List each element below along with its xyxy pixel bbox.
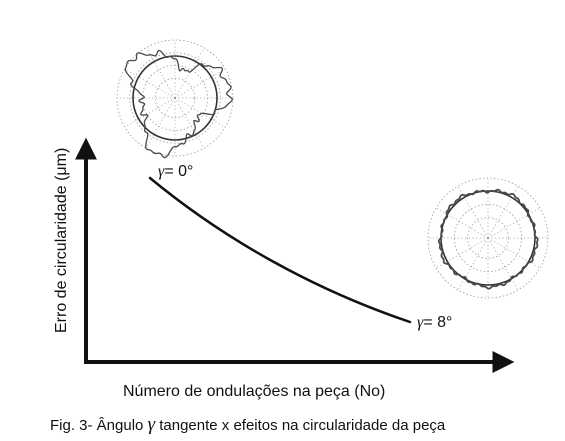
gamma-value: = 8°: [423, 314, 452, 331]
error-curve: [148, 176, 412, 324]
polar-grid-ring: [467, 217, 509, 259]
figure-caption: Fig. 3- Ângulo γ tangente x efeitos na c…: [50, 414, 446, 435]
gamma-symbol: γ: [417, 314, 424, 331]
polar-grid-spoke: [174, 47, 205, 99]
gamma-value: = 0°: [164, 163, 193, 180]
polar-grid-spoke: [174, 97, 226, 128]
caption-suffix: tangente x efeitos na circularidade da p…: [155, 417, 446, 434]
polar-profile-gamma-0: [116, 39, 234, 159]
polar-grid-spoke: [457, 185, 489, 239]
polar-grid-ring: [427, 177, 549, 299]
caption-prefix: Fig. 3- Ângulo: [50, 417, 148, 434]
polar-grid-spoke: [174, 97, 205, 149]
caption-gamma: γ: [148, 414, 156, 435]
polar-grid-spoke: [145, 97, 176, 149]
reference-circle: [132, 55, 218, 141]
curve-end-label: γ= 8°: [417, 314, 452, 331]
polar-grid-ring: [154, 77, 196, 119]
gamma-symbol: γ: [158, 163, 165, 180]
x-axis-label: Número de ondulações na peça (No): [123, 383, 385, 400]
polar-grid-spoke: [457, 237, 489, 291]
y-axis-label: Erro de circularidade (μm): [53, 148, 70, 333]
polar-grid-spoke: [435, 207, 489, 239]
polar-grid-spoke: [174, 68, 226, 99]
polar-grid-spoke: [487, 237, 519, 291]
curve-start-label: γ= 0°: [158, 163, 193, 180]
polar-grid-spoke: [487, 185, 519, 239]
polar-grid-spoke: [124, 97, 176, 128]
measured-profile: [437, 188, 539, 290]
polar-grid-spoke: [124, 68, 176, 99]
polar-grid-spoke: [145, 47, 176, 99]
polar-grid-spoke: [487, 207, 541, 239]
polar-grid-spoke: [487, 237, 541, 269]
polar-grid-spoke: [435, 237, 489, 269]
measured-profile: [124, 49, 233, 159]
polar-grid-ring: [129, 52, 221, 144]
polar-profile-gamma-8: [427, 177, 549, 299]
